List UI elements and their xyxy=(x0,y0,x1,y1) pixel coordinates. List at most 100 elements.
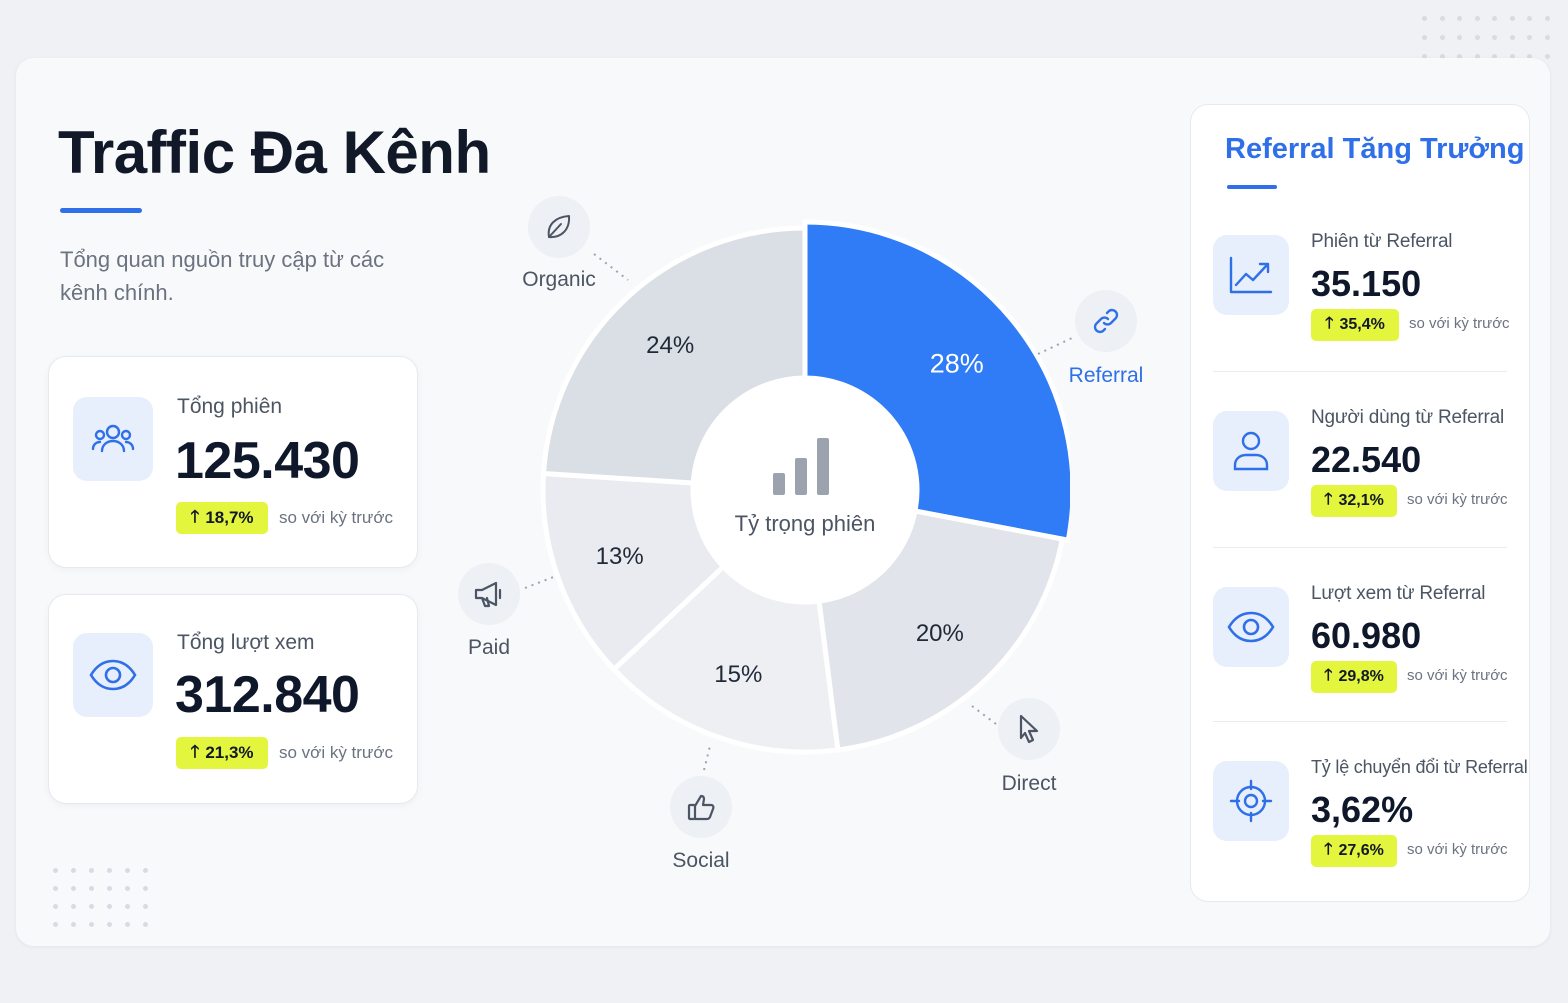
user-icon xyxy=(1213,411,1289,491)
dot xyxy=(1457,54,1462,59)
change-note: so với kỳ trước xyxy=(1407,667,1508,684)
arrow-up-icon: 🡑 xyxy=(190,506,200,526)
change-badge: 🡑 35,4% xyxy=(1311,309,1399,341)
bar-chart-icon-bar xyxy=(795,458,807,495)
users-icon xyxy=(73,397,153,481)
dot xyxy=(71,904,76,909)
dot xyxy=(1527,35,1532,40)
dot xyxy=(1457,16,1462,21)
dot xyxy=(1492,35,1497,40)
dot xyxy=(71,886,76,891)
eye-icon xyxy=(1213,587,1289,667)
arrow-up-icon: 🡑 xyxy=(190,741,200,761)
dot xyxy=(1474,54,1480,59)
connector-paid xyxy=(524,575,557,589)
dot xyxy=(1544,35,1550,40)
referral-panel: Referral Tăng Trưởng Phiên từ Referral 3… xyxy=(1190,104,1530,902)
dot xyxy=(89,886,94,891)
connector-social xyxy=(703,745,711,771)
page-title: Traffic Đa Kênh xyxy=(58,119,491,186)
dot xyxy=(1422,16,1427,21)
dot xyxy=(1509,16,1515,21)
dot xyxy=(53,904,58,909)
dot xyxy=(1439,54,1445,59)
referral-metric-conversion: Tỷ lệ chuyển đổi từ Referral 3,62% 🡑 27,6… xyxy=(1213,753,1528,913)
target-icon xyxy=(1213,761,1289,841)
channel-label-referral: Referral xyxy=(1068,364,1144,387)
referral-metric-users: Người dùng từ Referral 22.540 🡑 32,1% so … xyxy=(1213,403,1509,563)
card-value: 312.840 xyxy=(175,666,360,724)
dot xyxy=(1544,16,1550,21)
dot xyxy=(1492,54,1497,59)
dot xyxy=(71,868,76,873)
summary-card-sessions: Tổng phiên 125.430 🡑 18,7% so với kỳ trướ… xyxy=(48,356,418,568)
referral-title-underline xyxy=(1227,185,1277,189)
donut-chart xyxy=(540,219,1070,755)
change-note: so với kỳ trước xyxy=(279,743,393,762)
change-value: 27,6% xyxy=(1338,842,1384,859)
donut-value-label-direct: 20% xyxy=(915,619,964,647)
dot xyxy=(1509,54,1515,59)
change-badge: 🡑 18,7% xyxy=(176,502,268,534)
metric-divider xyxy=(1213,371,1507,372)
dot xyxy=(1439,16,1445,21)
connector-direct xyxy=(971,705,997,725)
channel-label-direct: Direct xyxy=(1001,772,1057,795)
change-value: 21,3% xyxy=(205,743,254,762)
dot xyxy=(1474,35,1480,40)
dot xyxy=(107,886,112,891)
metric-label: Phiên từ Referral xyxy=(1311,231,1453,252)
dot xyxy=(107,868,112,873)
metric-value: 3,62% xyxy=(1311,789,1414,830)
thumbs-up-icon xyxy=(670,776,732,838)
metric-label: Tỷ lệ chuyển đổi từ Referral xyxy=(1311,757,1528,777)
summary-card-views: Tổng lượt xem 312.840 🡑 21,3% so với kỳ t… xyxy=(48,594,418,804)
donut-value-label-paid: 13% xyxy=(595,542,644,570)
dot xyxy=(143,904,148,909)
change-note: so với kỳ trước xyxy=(1409,315,1510,332)
connector-referral xyxy=(1037,337,1073,355)
cursor-icon xyxy=(998,698,1060,760)
dot xyxy=(125,904,130,909)
bar-chart-icon xyxy=(773,438,829,495)
dot xyxy=(89,868,94,873)
dot xyxy=(125,886,130,891)
referral-metric-sessions: Phiên từ Referral 35.150 🡑 35,4% so với k… xyxy=(1213,227,1510,387)
dot xyxy=(143,886,148,891)
leaf-icon xyxy=(528,196,590,258)
megaphone-icon xyxy=(458,563,520,625)
dot xyxy=(53,868,58,873)
dot xyxy=(1492,16,1497,21)
dot xyxy=(71,922,76,927)
card-value: 125.430 xyxy=(175,432,360,490)
donut-center-label: Tỷ trọng phiên xyxy=(734,511,876,536)
change-note: so với kỳ trước xyxy=(279,508,393,527)
dot xyxy=(1544,54,1550,59)
change-badge: 🡑 29,8% xyxy=(1311,661,1397,693)
metric-label: Lượt xem từ Referral xyxy=(1311,583,1486,604)
dot xyxy=(107,904,112,909)
channel-label-social: Social xyxy=(672,849,730,872)
change-note: so với kỳ trước xyxy=(1407,491,1508,508)
dot xyxy=(1527,16,1532,21)
bar-chart-icon-bar xyxy=(773,473,785,495)
trend-up-icon xyxy=(1213,235,1289,315)
dot xyxy=(89,904,94,909)
referral-metric-views: Lượt xem từ Referral 60.980 🡑 29,8% so vớ… xyxy=(1213,579,1509,739)
arrow-up-icon: 🡑 xyxy=(1324,666,1333,684)
link-icon xyxy=(1075,290,1137,352)
dot xyxy=(125,922,130,927)
change-value: 32,1% xyxy=(1338,492,1384,509)
arrow-up-icon: 🡑 xyxy=(1324,490,1333,508)
dot xyxy=(1509,35,1515,40)
dot xyxy=(1474,16,1480,21)
bar-chart-icon-bar xyxy=(817,438,829,495)
arrow-up-icon: 🡑 xyxy=(1325,314,1334,332)
dot xyxy=(89,922,94,927)
card-label: Tổng lượt xem xyxy=(177,631,315,654)
channel-label-paid: Paid xyxy=(467,636,511,659)
dot xyxy=(125,868,130,873)
dot xyxy=(143,868,148,873)
channel-label-organic: Organic xyxy=(522,268,596,291)
